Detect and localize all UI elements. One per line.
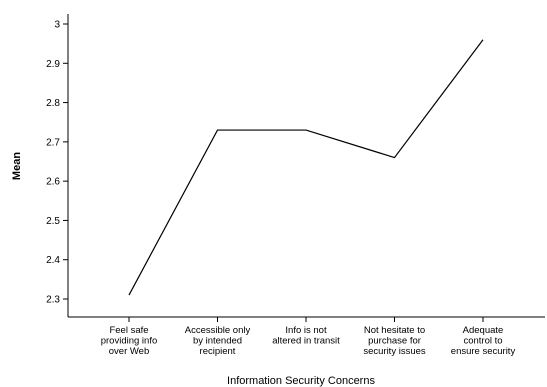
series-layer <box>128 39 484 296</box>
y-tick-label: 2.5 <box>46 216 60 227</box>
x-tick-label: Adequate control to ensure security <box>451 325 516 357</box>
y-tick-label: 2.9 <box>46 59 60 70</box>
x-tick-label: Not hesitate to purchase for security issu… <box>363 325 426 357</box>
y-tick-label: 2.6 <box>46 177 60 188</box>
x-tick-label: Accessible only by intended recipient <box>185 325 251 357</box>
y-tick-label: 2.4 <box>46 255 60 266</box>
series-line <box>128 39 484 296</box>
y-tick-label: 2.8 <box>46 98 60 109</box>
y-tick-label: 3 <box>54 20 60 31</box>
y-tick-label: 2.3 <box>46 295 60 306</box>
x-axis: Feel safe providing info over Web Accessibl… <box>68 316 545 357</box>
x-axis-title: Information Security Concerns <box>227 375 375 387</box>
y-axis-title: Mean <box>11 152 23 180</box>
x-tick-label: Feel safe providing info over Web <box>101 325 158 357</box>
y-tick-label: 2.7 <box>46 137 60 148</box>
y-axis: 2.3 2.4 2.5 2.6 2.7 2.8 2.9 3 <box>46 14 69 317</box>
x-tick-label: Info is not altered in transit <box>272 325 340 347</box>
